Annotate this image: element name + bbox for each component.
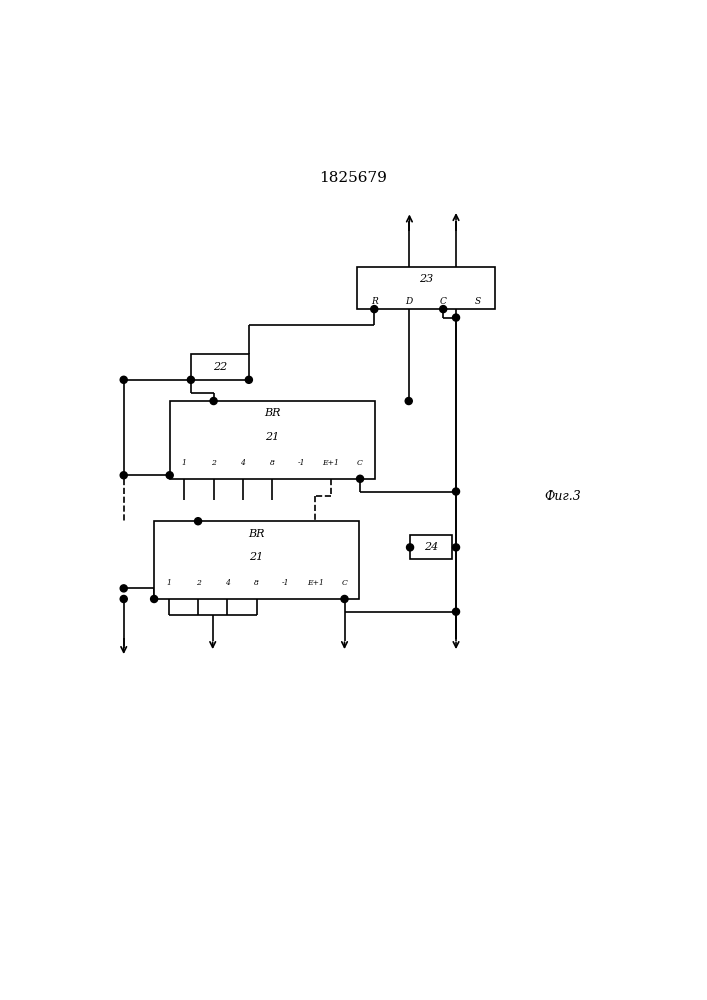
Bar bbox=[154, 521, 359, 599]
Circle shape bbox=[405, 397, 412, 405]
Bar bbox=[410, 535, 452, 559]
Circle shape bbox=[151, 595, 158, 603]
Text: 21: 21 bbox=[265, 432, 279, 442]
Text: 2: 2 bbox=[211, 459, 216, 467]
Circle shape bbox=[452, 314, 460, 321]
Circle shape bbox=[166, 472, 173, 479]
Circle shape bbox=[120, 595, 127, 603]
Text: 4: 4 bbox=[240, 459, 245, 467]
Text: R: R bbox=[371, 297, 378, 306]
Circle shape bbox=[120, 376, 127, 383]
Text: 2: 2 bbox=[196, 579, 201, 587]
Circle shape bbox=[452, 488, 460, 495]
Text: 22: 22 bbox=[213, 362, 227, 372]
Bar bbox=[170, 401, 375, 479]
Circle shape bbox=[210, 397, 217, 405]
Text: Фиг.3: Фиг.3 bbox=[544, 490, 581, 503]
Text: BR: BR bbox=[248, 529, 265, 539]
Circle shape bbox=[452, 608, 460, 615]
Text: 1825679: 1825679 bbox=[320, 171, 387, 185]
Circle shape bbox=[245, 376, 252, 383]
Circle shape bbox=[341, 595, 348, 603]
Text: 1: 1 bbox=[182, 459, 187, 467]
Text: 1: 1 bbox=[166, 579, 171, 587]
Circle shape bbox=[440, 306, 447, 313]
Circle shape bbox=[194, 518, 201, 525]
Circle shape bbox=[120, 585, 127, 592]
Text: E+1: E+1 bbox=[307, 579, 324, 587]
Text: C: C bbox=[341, 579, 347, 587]
Circle shape bbox=[407, 544, 414, 551]
Circle shape bbox=[370, 306, 378, 313]
Text: 21: 21 bbox=[250, 552, 264, 562]
Text: C: C bbox=[357, 459, 363, 467]
Text: 8: 8 bbox=[270, 459, 274, 467]
Text: D: D bbox=[405, 297, 412, 306]
Circle shape bbox=[120, 472, 127, 479]
Text: E+1: E+1 bbox=[322, 459, 339, 467]
Text: -1: -1 bbox=[298, 459, 305, 467]
Bar bbox=[191, 354, 249, 380]
Text: C: C bbox=[440, 297, 447, 306]
Text: 23: 23 bbox=[419, 274, 433, 284]
Text: 24: 24 bbox=[424, 542, 438, 552]
Circle shape bbox=[187, 376, 194, 383]
Circle shape bbox=[452, 544, 460, 551]
Circle shape bbox=[356, 475, 363, 482]
Text: 4: 4 bbox=[225, 579, 230, 587]
Text: -1: -1 bbox=[282, 579, 290, 587]
Bar bbox=[357, 267, 495, 309]
Text: S: S bbox=[474, 297, 481, 306]
Text: 8: 8 bbox=[255, 579, 259, 587]
Text: BR: BR bbox=[264, 408, 281, 418]
